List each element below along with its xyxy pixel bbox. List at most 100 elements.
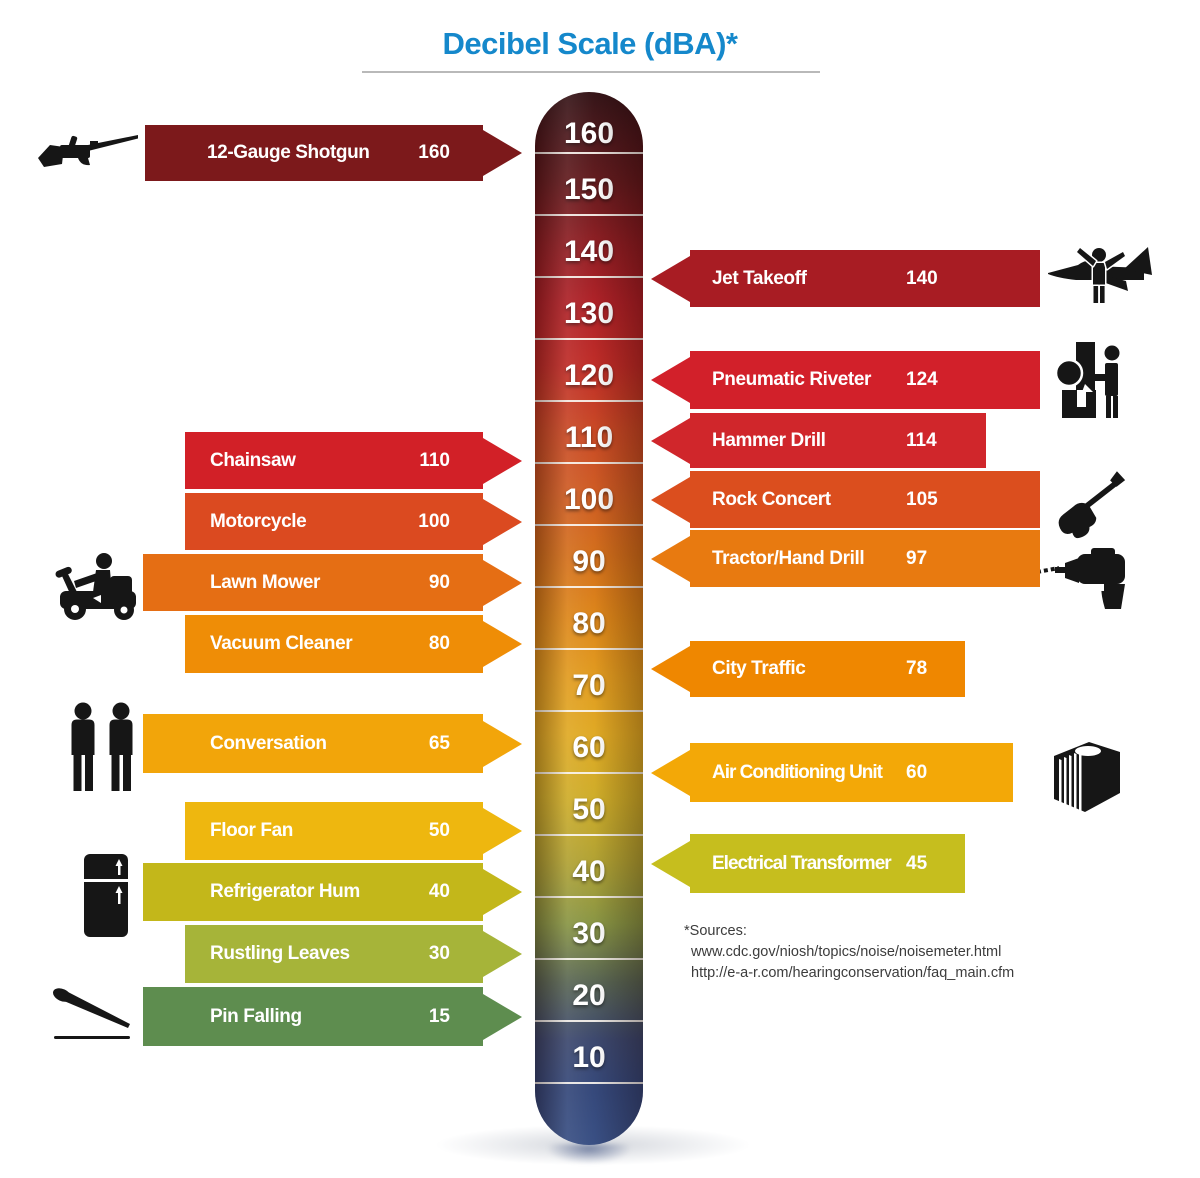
bar-label: Pneumatic Riveter (712, 369, 871, 390)
bar-value: 78 (906, 658, 928, 679)
bar-tractor-hand-drill: Tractor/Hand Drill 97 (651, 530, 1040, 587)
page-title: Decibel Scale (dBA)* (442, 26, 738, 61)
bar-value: 124 (906, 369, 938, 390)
thermometer-scale: 160 150 140 130 120 110 100 90 80 70 60 … (535, 92, 643, 1084)
riveter-workers-icon (1049, 340, 1128, 420)
bar-label: Floor Fan (210, 820, 293, 841)
hand-drill-icon (1035, 527, 1137, 610)
bar-value: 65 (428, 732, 450, 754)
arrow-left-icon (651, 646, 690, 692)
bar-pneumatic-riveter: Pneumatic Riveter 124 (651, 351, 1040, 409)
bar-label: Vacuum Cleaner (210, 633, 353, 654)
arrow-right-icon (483, 621, 522, 667)
bar-value: 97 (906, 547, 928, 569)
bar-label: 12-Gauge Shotgun (207, 142, 370, 163)
bar-value: 60 (906, 761, 928, 783)
bar-label: Rock Concert (712, 488, 831, 510)
bar-label: Tractor/Hand Drill (712, 547, 865, 569)
bar-conversation: Conversation 65 (143, 714, 522, 773)
bar-label: Conversation (210, 732, 327, 754)
arrow-right-icon (483, 559, 522, 606)
bar-electrical-transformer: Electrical Transformer 45 (651, 834, 965, 893)
bar-12-gauge-shotgun: 12-Gauge Shotgun 160 (145, 125, 522, 181)
bar-label: Motorcycle (210, 510, 307, 532)
scale-tick: 150 (535, 154, 643, 216)
bar-label: Rustling Leaves (210, 943, 350, 964)
scale-tick: 90 (535, 526, 643, 588)
decibel-thermometer: 160 150 140 130 120 110 100 90 80 70 60 … (535, 92, 643, 1145)
arrow-left-icon (651, 255, 690, 302)
bar-label: Air Conditioning Unit (712, 761, 883, 783)
bar-city-traffic: City Traffic 78 (651, 641, 965, 697)
bar-value: 114 (906, 429, 937, 451)
bar-value: 100 (418, 510, 450, 532)
bar-label: Jet Takeoff (712, 267, 807, 289)
electric-guitar-icon (1047, 462, 1133, 548)
source-url: www.cdc.gov/niosh/topics/noise/noisemete… (691, 944, 1002, 960)
scale-tick: 130 (535, 278, 643, 340)
scale-tick: 70 (535, 650, 643, 712)
sources-note: *Sources: www.cdc.gov/niosh/topics/noise… (684, 921, 1014, 984)
source-url: http://e-a-r.com/hearingconservation/faq… (691, 965, 1015, 981)
scale-tick: 50 (535, 774, 643, 836)
arrow-right-icon (483, 130, 522, 176)
bar-refrigerator-hum: Refrigerator Hum 40 (143, 863, 522, 921)
arrow-right-icon (483, 993, 522, 1040)
bar-value: 40 (428, 881, 450, 902)
bar-value: 30 (428, 943, 450, 964)
bar-value: 110 (419, 449, 450, 471)
arrow-right-icon (483, 498, 522, 545)
refrigerator-icon (83, 853, 129, 938)
bar-value: 15 (428, 1005, 450, 1027)
arrow-left-icon (651, 840, 690, 887)
bar-rustling-leaves: Rustling Leaves 30 (185, 925, 522, 983)
bar-air-conditioning-unit: Air Conditioning Unit 60 (651, 743, 1013, 802)
riding-mower-icon (53, 550, 143, 622)
bar-value: 50 (428, 820, 450, 841)
arrow-left-icon (651, 476, 690, 523)
scale-tick: 30 (535, 898, 643, 960)
bar-value: 160 (418, 142, 450, 163)
scale-tick: 10 (535, 1022, 643, 1084)
scale-tick: 60 (535, 712, 643, 774)
bar-vacuum-cleaner: Vacuum Cleaner 80 (185, 615, 522, 673)
scale-tick: 160 (535, 92, 643, 154)
bar-label: Hammer Drill (712, 429, 826, 451)
bar-motorcycle: Motorcycle 100 (185, 493, 522, 550)
bar-rock-concert: Rock Concert 105 (651, 471, 1040, 528)
sources-heading: *Sources: (684, 923, 747, 939)
bar-floor-fan: Floor Fan 50 (185, 802, 522, 860)
two-people-icon (69, 702, 136, 793)
arrow-right-icon (483, 720, 522, 767)
arrow-left-icon (651, 749, 690, 796)
title-underline (362, 71, 820, 73)
arrow-right-icon (483, 808, 522, 854)
scale-tick: 40 (535, 836, 643, 898)
bar-value: 140 (906, 267, 938, 289)
bar-label: City Traffic (712, 658, 806, 679)
air-conditioner-icon (1043, 735, 1129, 815)
arrow-right-icon (483, 437, 522, 484)
arrow-left-icon (651, 357, 690, 403)
arrow-right-icon (483, 931, 522, 977)
arrow-right-icon (483, 869, 522, 915)
bar-chainsaw: Chainsaw 110 (185, 432, 522, 489)
arrow-left-icon (651, 417, 690, 464)
scale-tick: 140 (535, 216, 643, 278)
bar-value: 45 (906, 852, 928, 874)
arrow-left-icon (651, 535, 690, 582)
bar-label: Lawn Mower (210, 571, 321, 593)
thermometer-reflection (533, 1144, 645, 1176)
scale-tick: 20 (535, 960, 643, 1022)
jet-and-person-icon (1046, 245, 1160, 305)
scale-tick: 80 (535, 588, 643, 650)
scale-tick: 120 (535, 340, 643, 402)
scale-tick: 100 (535, 464, 643, 526)
pin-icon (50, 986, 132, 1043)
bar-lawn-mower: Lawn Mower 90 (143, 554, 522, 611)
bar-label: Pin Falling (210, 1005, 302, 1027)
bar-label: Chainsaw (210, 449, 296, 471)
bar-pin-falling: Pin Falling 15 (143, 987, 522, 1046)
bar-value: 80 (428, 633, 450, 654)
